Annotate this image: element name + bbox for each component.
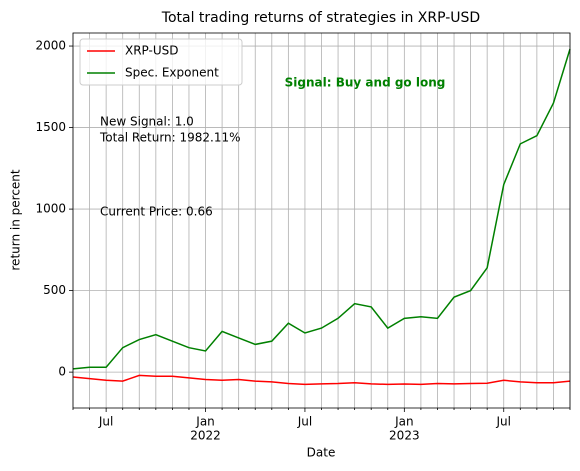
legend: XRP-USD Spec. Exponent <box>79 38 243 86</box>
x-tick-label: Jan <box>195 415 215 429</box>
x-axis-label: Date <box>307 446 336 460</box>
chart-title: Total trading returns of strategies in X… <box>161 10 480 26</box>
plot-frame <box>72 32 571 409</box>
series-line <box>72 48 571 370</box>
x-tick-label: Jan <box>394 415 414 429</box>
y-tick-label: 500 <box>43 283 66 297</box>
x-tick-label: Jul <box>297 415 312 429</box>
x-tick-year: 2022 <box>190 429 221 443</box>
y-axis-label: return in percent <box>9 169 23 271</box>
x-tick-label: Jul <box>495 415 510 429</box>
y-tick-label: 1000 <box>35 202 66 216</box>
annotation: Total Return: 1982.11% <box>99 131 241 145</box>
legend-label: Spec. Exponent <box>125 66 219 80</box>
x-tick-label: Jul <box>98 415 113 429</box>
series-line <box>72 374 571 386</box>
y-tick-label: 1500 <box>35 120 66 134</box>
y-tick-label: 0 <box>58 365 66 379</box>
annotation: Signal: Buy and go long <box>285 76 446 90</box>
legend-label: XRP-USD <box>125 44 179 58</box>
legend-box <box>79 38 243 86</box>
x-tick-year: 2023 <box>389 429 420 443</box>
annotation: New Signal: 1.0 <box>100 115 194 129</box>
annotation: Current Price: 0.66 <box>100 205 213 219</box>
y-tick-label: 2000 <box>35 39 66 53</box>
